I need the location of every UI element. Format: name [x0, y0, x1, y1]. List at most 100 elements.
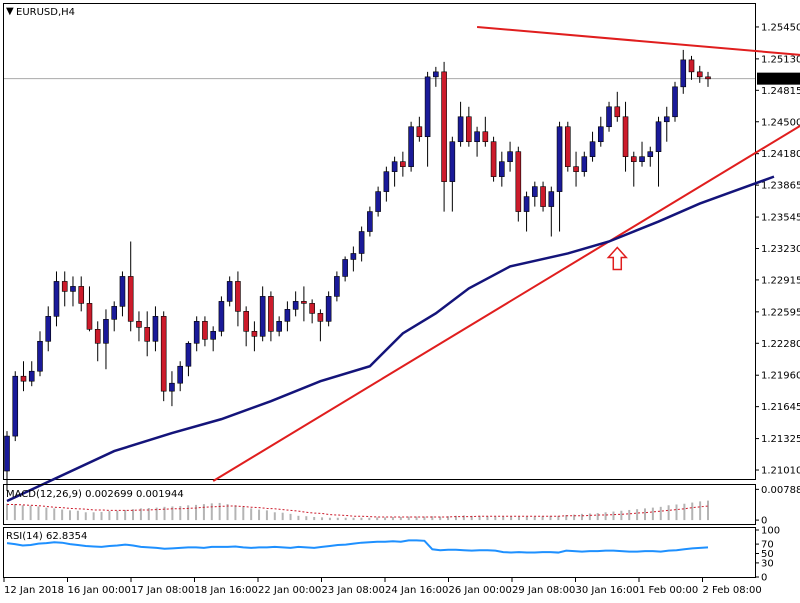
candle-body — [359, 232, 364, 254]
candle — [13, 371, 18, 441]
candle-body — [673, 87, 678, 117]
candle-body — [103, 319, 108, 343]
candle-body — [417, 127, 422, 137]
candle-body — [409, 127, 414, 167]
candle — [491, 137, 496, 182]
candle-body — [169, 383, 174, 391]
candle-body — [343, 259, 348, 276]
candle-body — [136, 321, 141, 327]
macd-tick-label-0: 0.007883 — [761, 485, 800, 496]
price-tick-label-12: 1.21645 — [761, 402, 800, 413]
candle-body — [491, 142, 496, 177]
price-tick-label-11: 1.21960 — [761, 371, 800, 382]
price-tick-label-8: 1.22915 — [761, 275, 800, 286]
candle-body — [235, 281, 240, 311]
price-axis: 1.254501.251301.248151.245001.241801.238… — [755, 22, 800, 476]
candle-body — [79, 286, 84, 303]
time-tick-label-11: 2 Feb 08:00 — [703, 585, 762, 596]
candle-body — [318, 313, 323, 321]
candle-body — [590, 142, 595, 157]
candle-body — [524, 197, 529, 212]
candle-body — [442, 72, 447, 182]
candle — [673, 82, 678, 122]
time-tick-label-6: 24 Jan 16:00 — [385, 585, 448, 596]
time-tick-label-5: 23 Jan 08:00 — [322, 585, 385, 596]
rsi-tick-label-3: 30 — [761, 558, 774, 569]
macd-label: MACD(12,26,9) 0.002699 0.001944 — [6, 489, 184, 500]
candle-body — [46, 316, 51, 341]
candle-body — [582, 157, 587, 172]
candle — [219, 296, 224, 336]
candle-body — [640, 157, 645, 162]
candle-body — [194, 321, 199, 343]
price-tick-label-14: 1.21010 — [761, 466, 800, 477]
candle-body — [400, 162, 405, 167]
candle-body — [574, 167, 579, 172]
chart-title: EURUSD,H4 — [16, 7, 75, 18]
candle — [161, 311, 166, 401]
candle-body — [483, 132, 488, 142]
price-tick-label-3: 1.24500 — [761, 117, 800, 128]
candle-body — [689, 60, 694, 72]
rsi-tick-label-4: 0 — [761, 573, 767, 584]
candle-body — [392, 162, 397, 172]
candle-body — [252, 331, 257, 336]
candle-body — [186, 343, 191, 366]
price-tick-label-4: 1.24180 — [761, 149, 800, 160]
candle-body — [178, 366, 183, 383]
candle-body — [607, 107, 612, 127]
candle-body — [268, 296, 273, 331]
candle-body — [95, 329, 100, 343]
candle-body — [326, 296, 331, 321]
candle-body — [565, 127, 570, 167]
price-tick-label-2: 1.24815 — [761, 86, 800, 97]
candle — [409, 122, 414, 172]
candle-body — [334, 276, 339, 296]
candle-body — [697, 72, 702, 77]
candle-body — [615, 107, 620, 117]
candle-body — [161, 316, 166, 391]
title-marker-icon[interactable]: ▼ — [6, 6, 14, 17]
time-tick-label-8: 29 Jan 08:00 — [512, 585, 575, 596]
price-tick-label-9: 1.22595 — [761, 307, 800, 318]
rsi-tick-label-0: 100 — [761, 526, 780, 537]
candle-body — [598, 127, 603, 142]
candle-body — [227, 281, 232, 301]
time-tick-label-2: 17 Jan 08:00 — [131, 585, 194, 596]
candle-body — [664, 117, 669, 122]
candle-body — [112, 306, 117, 319]
price-tick-label-10: 1.22280 — [761, 339, 800, 350]
candle-body — [499, 162, 504, 177]
time-tick-label-10: 1 Feb 00:00 — [639, 585, 698, 596]
candle-body — [13, 376, 18, 436]
candle-body — [21, 376, 26, 381]
candle-body — [153, 316, 158, 341]
candle-body — [376, 192, 381, 212]
candle-body — [623, 117, 628, 157]
candle-body — [5, 436, 10, 471]
current-price-label-text: 1.24932 — [760, 75, 800, 86]
time-tick-label-3: 18 Jan 16:00 — [195, 585, 258, 596]
candle-body — [508, 152, 513, 162]
candle-body — [384, 172, 389, 192]
candle-body — [450, 142, 455, 182]
candle-body — [54, 281, 59, 316]
rsi-label: RSI(14) 62.8354 — [6, 531, 87, 542]
candle — [565, 122, 570, 172]
candle-body — [532, 187, 537, 197]
current-price-label: 1.24932 — [757, 73, 800, 86]
candle-body — [458, 117, 463, 142]
price-tick-label-1: 1.25130 — [761, 54, 800, 65]
candle-body — [244, 311, 249, 331]
candle-body — [631, 157, 636, 162]
candle-body — [648, 152, 653, 157]
candle-body — [260, 296, 265, 336]
candle-body — [310, 303, 315, 313]
candle-body — [87, 303, 92, 329]
candle-body — [120, 276, 125, 306]
price-tick-label-5: 1.23865 — [761, 181, 800, 192]
candle-body — [277, 321, 282, 331]
candle-body — [466, 117, 471, 142]
